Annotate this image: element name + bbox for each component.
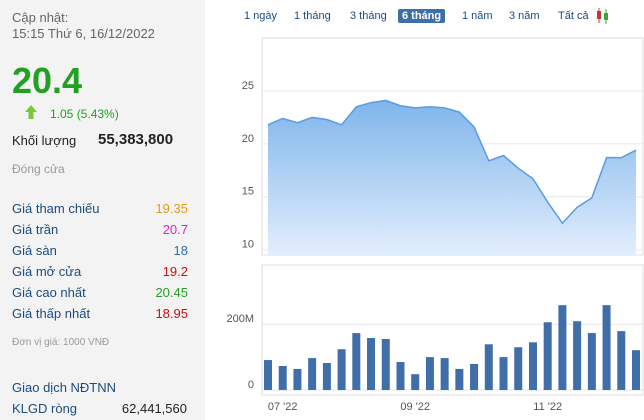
price: 20.4 — [12, 60, 83, 101]
range-tab[interactable]: 3 tháng — [350, 10, 387, 22]
volume-bar — [264, 360, 272, 390]
updated-label: Cập nhật: — [12, 10, 69, 25]
volume-bar — [602, 305, 611, 390]
row-value: 19.35 — [155, 201, 188, 216]
volume-bar — [455, 368, 464, 390]
volume-panel — [261, 264, 644, 396]
row-value: 19.2 — [162, 264, 188, 279]
volume-bar — [514, 347, 523, 390]
volume-bar — [470, 364, 479, 390]
x-tick-label: 11 '22 — [533, 401, 562, 413]
y-tick-label: 15 — [242, 186, 254, 198]
net-label: KLGD ròng — [12, 401, 78, 416]
row-value: 18 — [173, 243, 188, 258]
row-label: Giá tham chiếu — [12, 201, 100, 216]
row-value: 18.95 — [155, 306, 188, 321]
volume-bar — [528, 342, 537, 390]
range-tab[interactable]: 1 năm — [462, 10, 493, 22]
row-value: 20.45 — [155, 285, 188, 300]
volume-bar — [617, 331, 626, 390]
volume: 55,383,800 — [98, 131, 174, 148]
row-value: 20.7 — [162, 222, 188, 237]
volume-bar — [425, 357, 434, 390]
y-tick-label: 200M — [226, 313, 254, 325]
y-tick-label: 0 — [248, 379, 254, 391]
price-area — [268, 100, 636, 255]
volume-bar — [337, 349, 346, 390]
volume-bar — [558, 305, 567, 390]
candle-icon[interactable] — [596, 7, 610, 25]
price-line — [267, 99, 637, 225]
volume-bar — [308, 358, 317, 390]
volume-bar — [587, 333, 596, 390]
volume-bar — [573, 321, 582, 390]
range-tab[interactable]: 3 năm — [509, 10, 540, 22]
x-tick-label: 07 '22 — [268, 401, 298, 413]
updated-time: 15:15 Thứ 6, 16/12/2022 — [12, 26, 155, 41]
volume-bar — [632, 350, 640, 390]
volume-bar — [411, 374, 420, 390]
range-tab[interactable]: Tất cả — [558, 10, 589, 22]
up-arrow — [25, 105, 37, 119]
volume-bar — [322, 363, 331, 390]
volume-bar — [381, 339, 390, 390]
info-panel: Cập nhật: 15:15 Thứ 6, 16/12/2022 20.4 1… — [0, 0, 205, 420]
volume-bar — [352, 333, 361, 390]
price-panel — [261, 37, 644, 256]
row-label: Giá thấp nhất — [12, 306, 91, 321]
x-tick-label: 09 '22 — [400, 401, 430, 413]
range-tab[interactable]: 1 ngày — [244, 10, 278, 22]
volume-bar — [499, 357, 508, 390]
volume-bar — [367, 338, 376, 390]
volume-bar — [396, 362, 405, 390]
price-change: 1.05 (5.43%) — [50, 107, 119, 121]
volume-bar — [543, 322, 552, 390]
foreign-title: Giao dịch NĐTNN — [12, 380, 117, 395]
net-value: 62,441,560 — [121, 401, 187, 416]
volume-bar — [278, 365, 287, 390]
volume-bar — [293, 368, 302, 390]
y-tick-label: 20 — [242, 133, 254, 145]
unit-note: Đơn vị giá: 1000 VNĐ — [12, 337, 110, 348]
volume-bar — [484, 344, 493, 390]
row-label: Giá mở cửa — [12, 264, 82, 279]
row-label: Giá trần — [12, 222, 59, 237]
row-label: Giá cao nhất — [12, 285, 86, 300]
range-tab[interactable]: 6 tháng — [398, 9, 446, 23]
volume-bar — [440, 358, 449, 390]
y-tick-label: 25 — [242, 80, 254, 92]
row-label: Giá sàn — [12, 243, 57, 258]
volume-label: Khối lượng — [12, 133, 77, 148]
range-tab[interactable]: 1 tháng — [294, 10, 331, 22]
status: Đóng cửa — [12, 162, 65, 176]
y-tick-label: 10 — [242, 239, 254, 251]
